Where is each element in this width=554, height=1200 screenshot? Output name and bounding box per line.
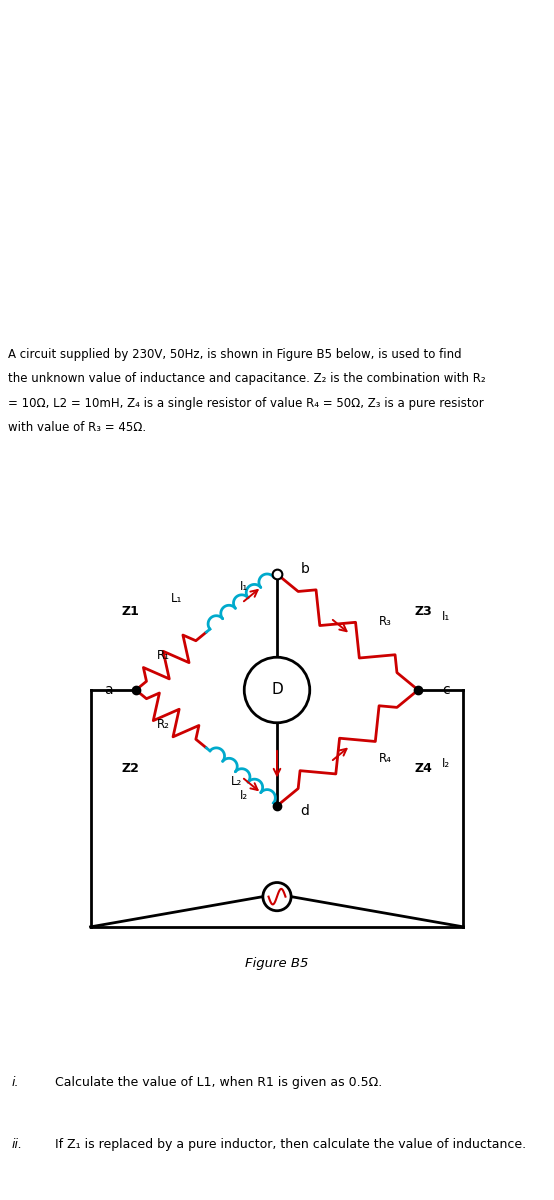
Text: Z2: Z2 (122, 762, 140, 775)
Text: L₁: L₁ (171, 592, 182, 605)
Text: R₁: R₁ (157, 649, 170, 662)
Text: Calculate the value of L1, when R1 is given as 0.5Ω.: Calculate the value of L1, when R1 is gi… (55, 1075, 383, 1088)
Text: = 10Ω, L2 = 10mH, Z₄ is a single resistor of value R₄ = 50Ω, Z₃ is a pure resist: = 10Ω, L2 = 10mH, Z₄ is a single resisto… (8, 396, 484, 409)
Text: the unknown value of inductance and capacitance. Z₂ is the combination with R₂: the unknown value of inductance and capa… (8, 372, 486, 385)
Text: I₁: I₁ (442, 611, 450, 624)
Text: R₄: R₄ (379, 751, 392, 764)
Text: Figure B5: Figure B5 (245, 958, 309, 970)
Text: D: D (271, 683, 283, 697)
Text: I₂: I₂ (240, 790, 248, 803)
Text: If Z₁ is replaced by a pure inductor, then calculate the value of inductance.: If Z₁ is replaced by a pure inductor, th… (55, 1138, 526, 1151)
Text: R₂: R₂ (157, 718, 170, 731)
Text: b: b (300, 562, 309, 576)
Text: i.: i. (11, 1075, 19, 1088)
Text: ii.: ii. (11, 1138, 22, 1151)
Text: I₂: I₂ (442, 756, 450, 769)
Text: c: c (442, 683, 450, 697)
Text: Z3: Z3 (414, 605, 432, 618)
Circle shape (263, 882, 291, 911)
Text: A circuit supplied by 230V, 50Hz, is shown in Figure B5 below, is used to find: A circuit supplied by 230V, 50Hz, is sho… (8, 348, 462, 361)
Text: L₂: L₂ (231, 775, 242, 788)
Text: d: d (300, 804, 309, 818)
Text: I₁: I₁ (240, 580, 248, 593)
Circle shape (244, 658, 310, 722)
Text: Z1: Z1 (122, 605, 140, 618)
Text: with value of R₃ = 45Ω.: with value of R₃ = 45Ω. (8, 421, 146, 434)
Text: a: a (104, 683, 112, 697)
Text: Z4: Z4 (414, 762, 432, 775)
Text: R₃: R₃ (379, 616, 392, 629)
